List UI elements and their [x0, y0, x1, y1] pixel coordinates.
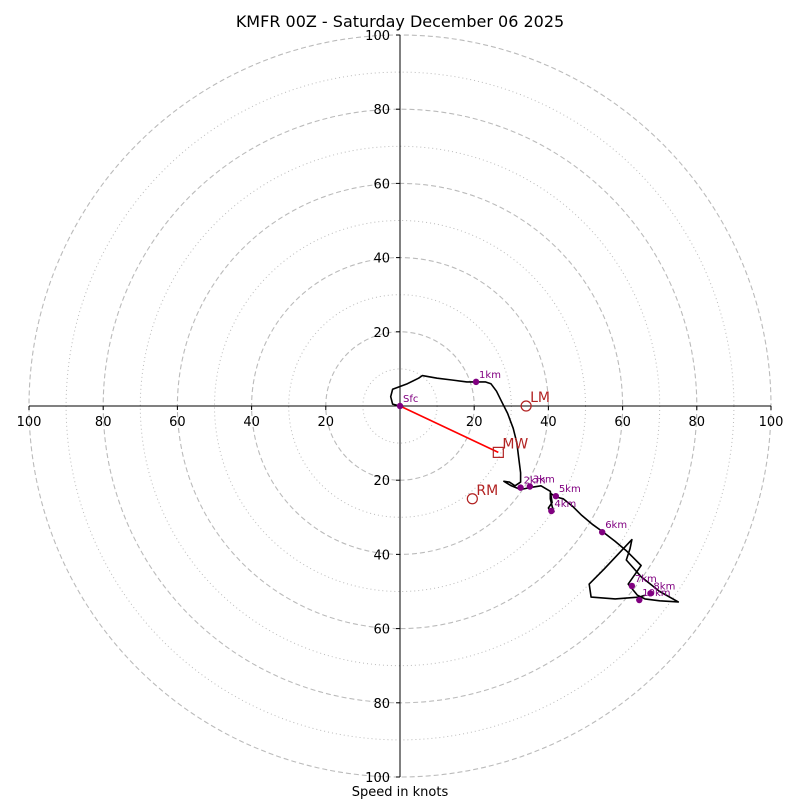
x-tick-label: 100: [759, 415, 784, 430]
mean-wind-vector-group: [399, 405, 499, 454]
y-tick-label: 60: [373, 177, 390, 192]
chart-title: KMFR 00Z - Saturday December 06 2025: [236, 12, 564, 31]
height-marker-6km: [598, 528, 606, 536]
x-tick-label: 40: [540, 415, 557, 430]
height-label-1km: 1km: [479, 370, 501, 381]
x-tick-label: 80: [689, 415, 706, 430]
storm-motion-lm-label: LM: [530, 390, 550, 406]
y-tick-label: 40: [373, 252, 390, 267]
storm-motion-rm-label: RM: [476, 483, 498, 499]
storm-motions: LM MW RM: [466, 390, 550, 505]
height-label-6km: 6km: [605, 520, 627, 531]
height-marker-7km: [628, 582, 636, 590]
height-label-3km: 3km: [533, 475, 555, 486]
x-tick-label: 60: [169, 415, 186, 430]
x-tick-label: 80: [95, 415, 112, 430]
hodograph-trace-group: [389, 374, 680, 603]
storm-motion-rm-marker: [466, 493, 478, 505]
x-tick-label: 20: [318, 415, 335, 430]
storm-motion-mw-label: MW: [502, 436, 528, 452]
height-marker-5km: [552, 492, 560, 500]
height-label-8km: 8km: [653, 581, 675, 592]
height-marker-3km: [526, 483, 534, 490]
hodograph-trace: [389, 374, 680, 603]
mean-wind-vector: [399, 405, 499, 454]
x-tick-label: 40: [243, 415, 260, 430]
x-tick-label: 60: [614, 415, 631, 430]
y-tick-label: 100: [365, 29, 390, 44]
y-tick-label: 20: [373, 326, 390, 341]
height-label-4km: 4km: [554, 499, 576, 510]
height-marker-4km: [548, 507, 555, 515]
height-marker-8km: [647, 590, 654, 597]
height-label-10km: 10km: [642, 588, 670, 599]
height-marker-Sfc: [396, 402, 404, 410]
storm-motion-mw-marker: [492, 446, 504, 458]
y-tick-label: 20: [373, 474, 390, 489]
y-tick-label: 80: [373, 103, 390, 118]
height-marker-1km: [472, 378, 480, 386]
tick-labels: 100 80 60 40 20 20 40 60 80 100 100 80 60 40 20 20 40 60 8…: [17, 29, 784, 786]
height-label-2km: 2km: [524, 476, 546, 487]
height-marker-10km: [636, 596, 643, 604]
x-axis-label: Speed in knots: [352, 785, 449, 800]
x-tick-label: 100: [17, 415, 42, 430]
y-tick-label: 40: [373, 548, 390, 563]
y-tick-label: 60: [373, 623, 390, 638]
x-tick-label: 20: [466, 415, 483, 430]
storm-motion-lm-marker: [520, 400, 532, 412]
height-label-Sfc: Sfc: [403, 394, 418, 405]
height-label-7km: 7km: [635, 574, 657, 585]
height-label-5km: 5km: [559, 484, 581, 495]
y-tick-label: 100: [365, 771, 390, 786]
y-tick-label: 80: [373, 697, 390, 712]
height-marker-2km: [517, 484, 524, 491]
